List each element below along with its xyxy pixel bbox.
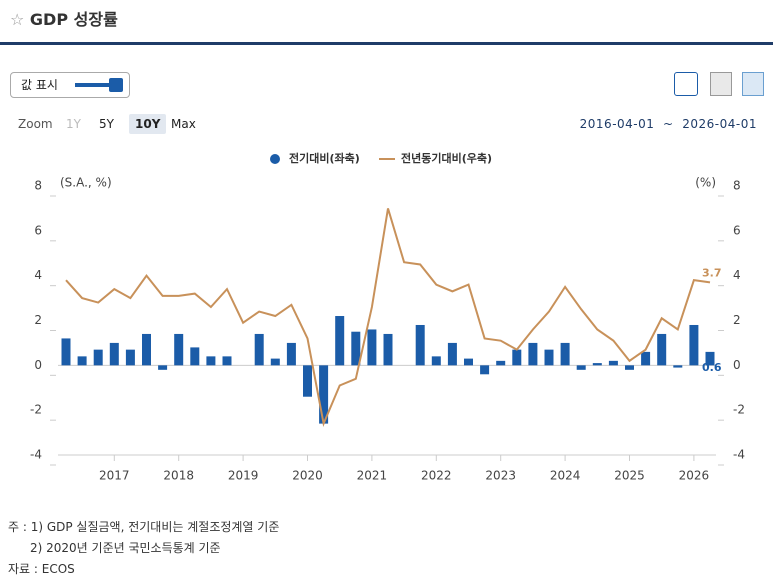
header-rule <box>0 42 773 45</box>
x-tick-label: 2024 <box>550 469 581 483</box>
icon-data[interactable] <box>710 72 732 96</box>
bar <box>222 356 232 366</box>
y2-tick-label: 4 <box>733 268 741 282</box>
bar <box>174 333 184 366</box>
bar <box>415 324 425 366</box>
x-tick-label: 2021 <box>357 469 388 483</box>
bar <box>560 342 570 366</box>
x-tick-label: 2026 <box>679 469 710 483</box>
bar <box>93 349 103 366</box>
bar <box>480 365 490 375</box>
y2-tick-label: 8 <box>733 179 741 193</box>
value-label: 0.6 <box>702 361 722 374</box>
y-tick-label: 8 <box>34 179 42 193</box>
bar <box>319 365 329 424</box>
zoom-button: 1Y <box>66 117 81 131</box>
x-tick-label: 2020 <box>292 469 323 483</box>
chart: -4 -2 0 2 4 6 8 -4 -2 0 2 4 6 8 (S.A., %) (%) 2017 2018 20… <box>30 151 745 483</box>
bar <box>61 338 71 366</box>
note: 2) 2020년 기준년 국민소득통계 기준 <box>30 541 221 555</box>
source: 자료 : ECOS <box>8 562 75 576</box>
icon-expand[interactable] <box>674 72 698 96</box>
bar <box>689 324 699 366</box>
bar <box>109 342 119 366</box>
y-tick-label: 0 <box>34 358 42 372</box>
x-tick-label: 2022 <box>421 469 452 483</box>
legend-label: 전년동기대비(우축) <box>401 151 492 165</box>
date-range[interactable]: 2016-04-01 ~ 2026-04-01 <box>580 114 757 134</box>
bar <box>447 342 457 366</box>
y2-tick-label: -2 <box>733 403 745 417</box>
zoom-button[interactable]: Max <box>171 117 196 131</box>
bar <box>431 356 441 366</box>
bar <box>592 363 602 366</box>
star-icon[interactable]: ☆ <box>10 10 25 29</box>
bar <box>367 329 377 366</box>
bar <box>206 356 216 366</box>
y2-tick-label: 2 <box>733 313 741 327</box>
bar <box>673 365 683 368</box>
y-tick-label: 6 <box>34 223 42 237</box>
toggle-track <box>75 83 121 87</box>
bar <box>335 316 345 366</box>
bar <box>158 365 168 370</box>
bar <box>544 349 554 366</box>
zoom-button[interactable]: 10Y <box>129 114 167 134</box>
y-tick-label: -4 <box>30 448 42 462</box>
bar <box>303 365 312 397</box>
notes: 주 : 1) GDP 실질금액, 전기대비는 계절조정계열 기준 2) 2020… <box>8 517 279 580</box>
bar <box>496 360 506 366</box>
x-tick-label: 2023 <box>485 469 516 483</box>
legend-label: 전기대비(좌축) <box>289 151 360 165</box>
bar <box>142 333 151 366</box>
bar <box>528 342 538 366</box>
value-label: 3.7 <box>702 266 722 279</box>
bar <box>77 356 87 366</box>
legend-swatch <box>270 154 280 164</box>
title: GDP 성장률 <box>29 10 118 29</box>
bar <box>625 365 634 370</box>
note: 주 : 1) GDP 실질금액, 전기대비는 계절조정계열 기준 <box>8 520 280 534</box>
bar <box>657 333 667 366</box>
toggle[interactable]: 값 표시 <box>10 72 130 98</box>
header: ☆ GDP 성장률 <box>10 6 118 30</box>
toggle-knob <box>109 78 123 92</box>
y2-tick-label: 6 <box>733 223 741 237</box>
x-tick-label: 2019 <box>228 469 259 483</box>
toggle-label: 값 표시 <box>21 78 58 92</box>
zoom-button[interactable]: 5Y <box>99 117 114 131</box>
y-unit: (S.A., %) <box>60 176 112 190</box>
bar <box>190 347 200 366</box>
bar <box>608 360 618 366</box>
y2-tick-label: -4 <box>733 448 745 462</box>
y2-tick-label: 0 <box>733 358 741 372</box>
x-tick-label: 2025 <box>614 469 645 483</box>
bar <box>705 351 715 366</box>
bar <box>270 358 280 366</box>
y-tick-label: 4 <box>34 268 42 282</box>
y2-unit: (%) <box>695 176 716 190</box>
x-tick-label: 2018 <box>163 469 194 483</box>
bar <box>254 333 264 366</box>
date-from: 2016-04-01 <box>579 117 655 131</box>
bar <box>286 342 296 366</box>
bar <box>641 351 651 366</box>
bar <box>512 349 522 366</box>
date-sep: ~ <box>663 117 674 131</box>
x-tick-label: 2017 <box>99 469 130 483</box>
icon-image[interactable] <box>742 72 764 96</box>
bar <box>464 358 473 366</box>
bar <box>383 333 393 366</box>
date-to: 2026-04-01 <box>682 117 757 131</box>
y-tick-label: -2 <box>30 403 42 417</box>
bar <box>576 365 586 370</box>
line <box>65 208 711 428</box>
bar <box>351 331 361 366</box>
bar <box>125 349 135 366</box>
y-tick-label: 2 <box>34 313 42 327</box>
zoom-label: Zoom <box>18 117 53 131</box>
